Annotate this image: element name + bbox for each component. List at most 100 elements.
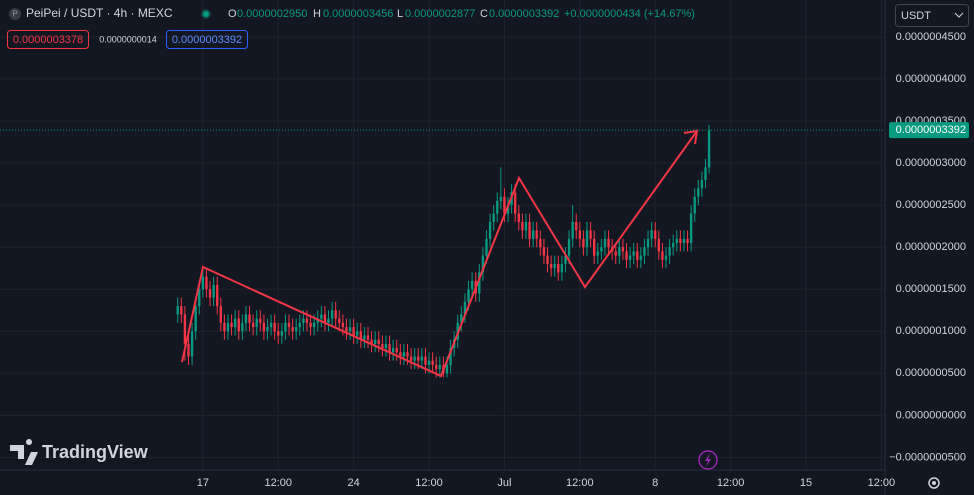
candle-body: [309, 322, 312, 328]
candle-body: [496, 200, 499, 214]
candle-body: [230, 322, 233, 328]
candle-body: [338, 318, 341, 323]
buy-button[interactable]: [166, 30, 248, 49]
candle-body: [707, 130, 711, 168]
ohlc-value: 0.0000003392: [489, 8, 559, 20]
candle-body: [549, 264, 553, 269]
candle-body: [205, 276, 208, 290]
y-tick-label: 0.0000003000: [896, 157, 966, 169]
candle-body: [661, 251, 664, 260]
settings-button[interactable]: [928, 477, 940, 489]
candle-body: [546, 255, 549, 265]
candle-body: [305, 318, 309, 323]
ohlc-value: 0.0000003456: [323, 8, 393, 20]
lightning-button[interactable]: [698, 450, 718, 470]
ohlc-key: O: [228, 8, 237, 20]
candle-body: [603, 238, 607, 248]
candle-body: [621, 247, 625, 252]
lightning-icon: [705, 453, 711, 467]
price-label: 0.0000003392: [896, 124, 966, 136]
candle-body: [287, 322, 291, 328]
symbol[interactable]: PeiPei / USDT · 4h · MEXC: [26, 6, 173, 20]
settings-icon: [932, 481, 936, 485]
candle-body: [575, 221, 578, 231]
y-tick-label: 0.0000001500: [896, 283, 966, 295]
currency-select[interactable]: [895, 4, 969, 27]
candle-body: [424, 356, 427, 365]
candle-body: [679, 238, 682, 243]
candle-body: [614, 251, 617, 256]
candle-body: [657, 238, 660, 252]
candle-body: [273, 322, 276, 332]
ohlc-value: 0.0000002950: [237, 8, 307, 20]
candle-body: [420, 356, 424, 361]
candle-body: [539, 238, 542, 248]
market-status: [203, 11, 209, 17]
candle-body: [488, 221, 492, 239]
buy-price: 0.0000003392: [172, 34, 242, 46]
candle-body: [557, 264, 560, 273]
candle-body: [291, 327, 294, 332]
candle-body: [399, 352, 402, 357]
ohlc-key: H: [313, 8, 321, 20]
price-label-box: [889, 122, 969, 139]
candle-body: [237, 318, 240, 332]
candle-body: [413, 356, 416, 361]
candle-body: [478, 272, 481, 294]
candle-body: [417, 356, 420, 361]
candle-body: [560, 264, 564, 273]
candle-body: [431, 360, 434, 365]
candle-body: [201, 276, 205, 290]
candle-body: [625, 251, 628, 260]
x-tick-label: 12:00: [717, 477, 745, 489]
candle-body: [212, 285, 215, 298]
candle-body: [187, 343, 190, 357]
candle-body: [341, 322, 345, 328]
candle-body: [359, 331, 363, 340]
candle-body: [675, 238, 678, 243]
spread: 0.0000000014: [99, 34, 157, 44]
candle-body: [521, 221, 524, 231]
candle-body: [668, 247, 671, 256]
candle-body: [445, 364, 449, 374]
candle-body: [646, 238, 650, 248]
candle-body: [535, 230, 538, 239]
candle-body: [449, 348, 452, 365]
candle-body: [402, 352, 406, 357]
candle-body: [636, 251, 639, 260]
candle-body: [643, 247, 646, 256]
candle-body: [251, 322, 255, 328]
candle-body: [664, 255, 668, 260]
candle-body: [241, 322, 244, 332]
candle-body: [323, 314, 327, 323]
candle-body: [363, 335, 366, 340]
candle-body: [180, 306, 183, 315]
candle-body: [517, 213, 520, 222]
x-tick-label: 24: [348, 477, 360, 489]
candle-body: [628, 255, 632, 260]
candle-body: [226, 322, 230, 332]
candle-body: [198, 289, 201, 307]
candle-body: [632, 251, 635, 256]
candle-body: [381, 343, 384, 349]
x-tick-label: 12:00: [868, 477, 896, 489]
drawing-arrowhead: [683, 129, 699, 145]
axes: −0.0000000500 0.0000000000 0.0000000500 0.0…: [0, 31, 969, 489]
y-tick-label: 0.0000002000: [896, 241, 966, 253]
x-tick-label: 8: [652, 477, 658, 489]
candle-body: [582, 238, 585, 248]
candle-body: [593, 238, 596, 256]
x-tick-label: Jul: [497, 477, 511, 489]
y-tick-label: 0.0000002500: [896, 199, 966, 211]
candle-body: [542, 247, 546, 256]
candle-body: [639, 255, 643, 260]
candle-body: [388, 343, 391, 353]
y-tick-label: 0.0000004500: [896, 31, 966, 43]
candle-body: [356, 331, 359, 336]
ohlc-value: 0.0000002877: [405, 8, 475, 20]
candle-body: [348, 327, 352, 332]
sell-button[interactable]: [7, 30, 89, 49]
drawing-zigzag[interactable]: [181, 130, 698, 378]
candle-body: [589, 230, 592, 239]
candle-body: [564, 255, 567, 265]
